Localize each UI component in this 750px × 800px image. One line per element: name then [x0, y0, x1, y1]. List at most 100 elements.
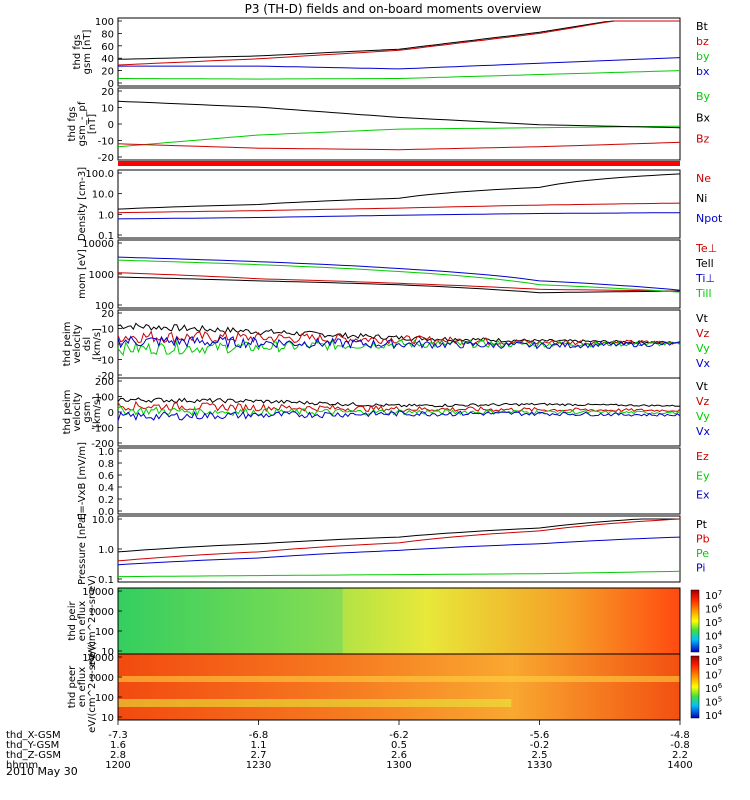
y-tick-label: -200: [91, 439, 114, 450]
colorbar-label: 108: [705, 655, 722, 668]
y-tick-label: 0.6: [98, 471, 114, 482]
panel-frame: [117, 515, 681, 583]
y-tick-label: 1000: [89, 607, 114, 618]
spectrogram-band: [118, 699, 512, 707]
colorbar: [690, 655, 700, 719]
y-axis-label: en eflux: [77, 601, 88, 641]
legend-Bt: Bt: [696, 20, 709, 33]
panel-frame: [117, 17, 681, 87]
panel-7: 1.00.80.60.40.20.0 E=-VxB [mV/m] Ez Ey Ex: [77, 442, 710, 520]
y-tick-label: 60: [101, 42, 114, 53]
x-row-value: 1230: [246, 760, 271, 771]
y-axis-label: thd fgs: [67, 107, 78, 142]
x-row-value: -0.8: [670, 740, 690, 751]
y-axis-label: velocity: [72, 392, 83, 431]
spectrogram-band: [118, 676, 680, 682]
series-line-Vx: [117, 335, 681, 350]
y-tick-label: 0.4: [98, 483, 114, 494]
y-tick-label: 100: [95, 17, 114, 28]
series-line-Vy: [117, 339, 681, 357]
y-tick-label: 0: [108, 340, 114, 351]
colorbar-label: 106: [705, 603, 723, 616]
y-tick-label: 10: [101, 713, 114, 724]
spectrogram-fill: [118, 588, 680, 654]
y-axis-label: gsm [nT]: [82, 30, 93, 75]
y-tick-label: 1.0: [98, 210, 114, 221]
series-line-Vt: [117, 397, 681, 408]
legend-Ex: Ex: [696, 489, 710, 502]
panel-4: 10000 1000 100 mom [eV] Te⊥ Tell Ti⊥ Till: [77, 239, 717, 312]
series-line-Bx: [117, 100, 681, 129]
y-axis-label: velocity: [72, 324, 83, 363]
series-line-Npot: [117, 212, 680, 220]
x-row-value: -4.8: [670, 730, 690, 741]
y-tick-label: -10: [98, 137, 114, 148]
series-line-bz: [117, 20, 680, 66]
legend-Tell: Tell: [695, 257, 714, 270]
series-line-Ne: [117, 202, 681, 214]
x-row-value: 1200: [105, 760, 130, 771]
y-tick-label: 1000: [89, 673, 114, 684]
y-axis-label: Density [cm-3]: [77, 167, 88, 241]
y-axis-label: gsm_-_pf: [77, 101, 88, 146]
panel-5: 20 10 0 -10 -20 thd peim velocity dsl [km/s] Vt Vz…: [62, 309, 711, 382]
legend-Vt: Vt: [696, 380, 709, 393]
y-tick-label: 1000: [89, 270, 114, 281]
y-axis-label: thd peir: [67, 601, 78, 641]
y-axis-label: [km/s]: [92, 396, 103, 428]
x-row-value: 2.5: [532, 750, 548, 761]
series-line-Bz: [117, 141, 681, 151]
y-axis-label: [nT]: [87, 114, 98, 134]
x-row-value: 1.1: [251, 740, 267, 751]
y-tick-label: 0.2: [98, 495, 114, 506]
legend-Ti⊥: Ti⊥: [695, 272, 715, 285]
panel-frame: [117, 377, 681, 447]
y-axis-label: mom [eV]: [77, 249, 88, 299]
colorbar-label: 105: [705, 696, 722, 709]
y-tick-label: 20: [101, 309, 114, 320]
y-tick-label: 100: [95, 627, 114, 638]
y-tick-label: 0: [108, 120, 114, 131]
series-line-Pe: [118, 570, 681, 578]
series-line-Till: [117, 259, 681, 293]
y-tick-label: 10.0: [92, 190, 114, 201]
y-tick-label: 10.0: [92, 515, 114, 526]
x-row-value: 1.6: [110, 740, 126, 751]
series-line-Ni: [117, 173, 681, 210]
y-tick-label: 100: [95, 393, 114, 404]
series-line-Pb: [117, 518, 681, 562]
legend-Bz: Bz: [696, 133, 710, 146]
legend-Te⊥: Te⊥: [695, 242, 717, 255]
legend-Pb: Pb: [696, 533, 710, 546]
legend-bz: bz: [696, 35, 709, 48]
y-axis-label: E=-VxB [mV/m]: [77, 442, 88, 520]
panel-3: 100.0 10.0 1.0 0.1 Density [cm-3] Ne Ni Npot: [77, 167, 723, 242]
x-row-value: -5.6: [530, 730, 550, 741]
panel-6: 200 100 0 -100 -200 thd peim velocity gsm [km/s]…: [62, 377, 711, 450]
y-tick-label: -20: [98, 153, 114, 164]
x-row-value: -6.2: [389, 730, 409, 741]
legend-Ni: Ni: [696, 192, 707, 205]
y-tick-label: 0.0: [98, 507, 114, 518]
y-axis-label: thd peer: [67, 665, 78, 708]
y-tick-label: 10: [101, 104, 114, 115]
x-row-value: 2.2: [672, 750, 688, 761]
legend-Vy: Vy: [696, 410, 710, 423]
series-line-Bt: [117, 20, 680, 60]
y-tick-label: 20: [101, 87, 114, 98]
y-tick-label: 0: [108, 408, 114, 419]
series-line-Te⊥: [117, 272, 681, 292]
separator-bar: [118, 161, 680, 166]
colorbar-label: 106: [705, 682, 723, 695]
x-row-value: 1330: [527, 760, 552, 771]
legend-Pi: Pi: [696, 562, 705, 575]
spectrogram-fill: [118, 654, 680, 720]
x-row-label: thd_Y-GSM: [6, 740, 59, 751]
series-line-by: [118, 70, 681, 80]
series-line-By: [117, 125, 681, 148]
x-row-label: hhmm: [6, 760, 38, 771]
series-line-Vx: [117, 410, 681, 422]
